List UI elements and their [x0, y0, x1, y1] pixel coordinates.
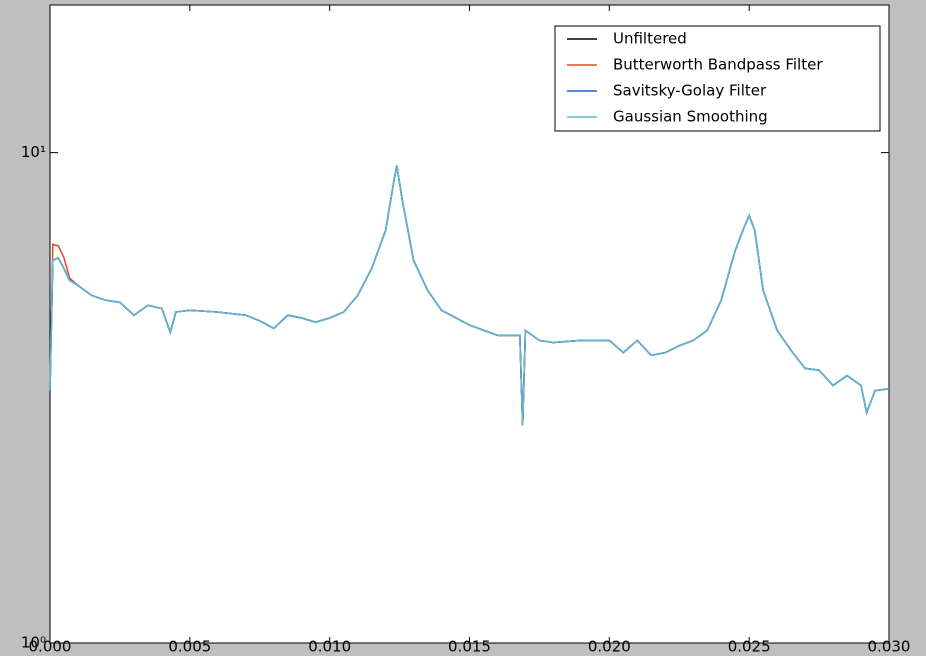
- legend-label: Savitsky-Golay Filter: [613, 82, 767, 100]
- x-tick-label: 0.015: [448, 638, 491, 656]
- series-line: [49, 165, 890, 426]
- legend-label: Gaussian Smoothing: [613, 108, 768, 126]
- x-tick-label: 0.010: [308, 638, 351, 656]
- legend-box: [554, 25, 881, 132]
- x-tick-label: 0.020: [588, 638, 631, 656]
- x-tick-label: 0.025: [728, 638, 771, 656]
- y-tick-label: 10¹: [21, 143, 46, 161]
- legend-label: Butterworth Bandpass Filter: [613, 56, 823, 74]
- y-tick-label: 10⁰: [21, 634, 46, 652]
- x-tick-label: 0.030: [868, 638, 911, 656]
- legend-label: Unfiltered: [613, 30, 687, 48]
- x-tick-label: 0.005: [168, 638, 211, 656]
- x-tick-label: 0.000: [29, 638, 72, 656]
